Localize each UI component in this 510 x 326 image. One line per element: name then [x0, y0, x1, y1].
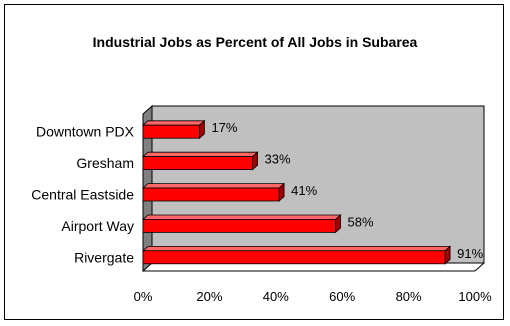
- bar-rivergate: [142, 250, 446, 265]
- bar-central-eastside: [142, 187, 280, 202]
- x-tick-label: 80%: [396, 289, 422, 304]
- data-label-gresham: 33%: [265, 152, 291, 167]
- category-label-downtown-pdx: Downtown PDX: [36, 124, 135, 140]
- x-tick-label: 40%: [263, 289, 289, 304]
- x-tick-label: 60%: [329, 289, 355, 304]
- bar-top-airport-way: [141, 214, 342, 220]
- data-label-airport-way: 58%: [348, 214, 374, 229]
- data-label-central-eastside: 41%: [291, 183, 317, 198]
- data-label-downtown-pdx: 17%: [211, 120, 237, 135]
- x-tick-label: 0%: [134, 289, 153, 304]
- bar-top-downtown-pdx: [141, 120, 206, 126]
- bar-top-central-eastside: [141, 183, 286, 189]
- category-label-rivergate: Rivergate: [74, 249, 134, 265]
- bar-top-rivergate: [141, 245, 452, 252]
- category-label-gresham: Gresham: [76, 155, 134, 171]
- data-label-rivergate: 91%: [457, 246, 483, 261]
- chart-title: Industrial Jobs as Percent of All Jobs i…: [92, 34, 418, 50]
- bar-top-gresham: [141, 151, 259, 158]
- x-axis-depth-line: [474, 262, 485, 272]
- bar-airport-way: [142, 218, 336, 233]
- category-label-central-eastside: Central Eastside: [31, 187, 134, 203]
- bar-gresham: [142, 156, 253, 171]
- bar-downtown-pdx: [142, 124, 200, 139]
- x-tick-label: 100%: [458, 289, 492, 304]
- x-tick-label: 20%: [196, 289, 222, 304]
- category-label-airport-way: Airport Way: [61, 218, 134, 234]
